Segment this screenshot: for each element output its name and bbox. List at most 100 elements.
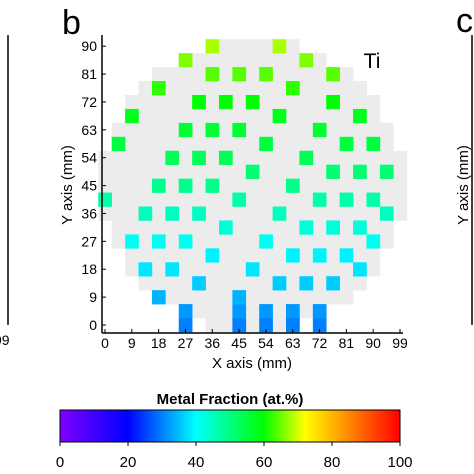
wafer-cell	[232, 220, 247, 235]
wafer-cell	[259, 150, 273, 165]
wafer-cell	[259, 290, 273, 305]
wafer-cell	[272, 53, 287, 68]
cell	[272, 206, 287, 221]
wafer-cell	[192, 136, 206, 152]
wafer-cell	[339, 262, 354, 277]
cell	[312, 248, 327, 263]
wafer-cell	[178, 262, 193, 277]
wafer-cell	[218, 67, 233, 82]
wafer-cell	[286, 53, 300, 68]
wafer-cell	[286, 276, 300, 291]
cell	[379, 206, 394, 221]
wafer-cell	[366, 150, 381, 165]
cell	[299, 150, 314, 165]
colorbar-title: Metal Fraction (at.%)	[157, 391, 304, 408]
cell	[178, 53, 193, 68]
wafer-cell	[259, 164, 273, 179]
wafer-cell	[339, 178, 354, 193]
wafer-cell	[272, 150, 287, 165]
wafer-cell	[111, 150, 126, 165]
wafer-cell	[353, 122, 367, 138]
y-tick-label: 45	[81, 178, 97, 194]
wafer-cell	[286, 164, 300, 179]
colorbar-tick-label: 100	[387, 454, 412, 471]
cell	[178, 122, 193, 138]
wafer-cell	[299, 290, 314, 305]
wafer-cell	[151, 136, 166, 152]
wafer-cell	[178, 150, 193, 165]
wafer-cell	[299, 108, 314, 124]
wafer-cell	[165, 178, 180, 193]
wafer-cell	[218, 178, 233, 193]
wafer-cell	[205, 234, 220, 249]
cell	[286, 304, 300, 319]
wafer-cell	[192, 53, 206, 68]
cell	[138, 206, 153, 221]
wafer-cell	[272, 318, 287, 333]
cell	[312, 318, 327, 333]
wafer-cell	[205, 262, 220, 277]
wafer-cell	[286, 94, 300, 110]
cell	[259, 304, 273, 319]
wafer-cell	[339, 94, 354, 110]
wafer-cell	[192, 220, 206, 235]
cell	[245, 164, 260, 179]
wafer-cell	[138, 150, 153, 165]
wafer-cell	[326, 290, 340, 305]
wafer-cell	[286, 206, 300, 221]
wafer-cell	[178, 67, 193, 82]
wafer-cell	[299, 248, 314, 263]
wafer-cell	[178, 290, 193, 305]
next-panel-label: c	[456, 2, 473, 40]
wafer-cell	[393, 192, 408, 207]
wafer-cell	[312, 53, 327, 68]
wafer-cell	[259, 108, 273, 124]
cell	[205, 248, 220, 263]
wafer-cell	[259, 206, 273, 221]
cell	[205, 122, 220, 138]
wafer-cell	[151, 220, 166, 235]
wafer-cell	[151, 67, 166, 82]
x-tick-label: 18	[151, 335, 167, 351]
wafer-cell	[165, 248, 180, 263]
wafer-cell	[286, 150, 300, 165]
y-axis-label: Y axis (mm)	[59, 145, 76, 225]
wafer-cell	[245, 178, 260, 193]
wafer-cell	[379, 220, 394, 235]
wafer-cell	[138, 164, 153, 179]
wafer-cell	[326, 192, 340, 207]
wafer-cell	[111, 206, 126, 221]
cell	[299, 276, 314, 291]
colorbar-tick-label: 0	[56, 454, 64, 471]
wafer-cell	[299, 234, 314, 249]
wafer-cell	[366, 262, 381, 277]
cell	[259, 136, 273, 152]
wafer-cell	[138, 276, 153, 291]
wafer-cell	[245, 192, 260, 207]
wafer-cell	[151, 122, 166, 138]
wafer-cell	[138, 248, 153, 263]
cell	[366, 192, 381, 207]
wafer-cell	[205, 318, 220, 333]
cell	[379, 164, 394, 179]
wafer-cell	[165, 192, 180, 207]
wafer-cell	[245, 39, 260, 54]
wafer-cell	[111, 234, 126, 249]
wafer-cell	[111, 192, 126, 207]
wafer-cell	[245, 304, 260, 319]
wafer-cell	[138, 122, 153, 138]
wafer-cell	[326, 248, 340, 263]
wafer-cell	[259, 276, 273, 291]
cell	[232, 290, 247, 305]
wafer-cell	[379, 178, 394, 193]
panel-label: b	[62, 4, 81, 42]
cell	[245, 262, 260, 277]
cell	[192, 276, 206, 291]
y-tick-label: 72	[81, 94, 97, 110]
wafer-cell	[272, 164, 287, 179]
wafer-cell	[111, 122, 126, 138]
cell	[138, 262, 153, 277]
wafer-cell	[353, 234, 367, 249]
wafer-cell	[299, 178, 314, 193]
wafer-cell	[272, 192, 287, 207]
